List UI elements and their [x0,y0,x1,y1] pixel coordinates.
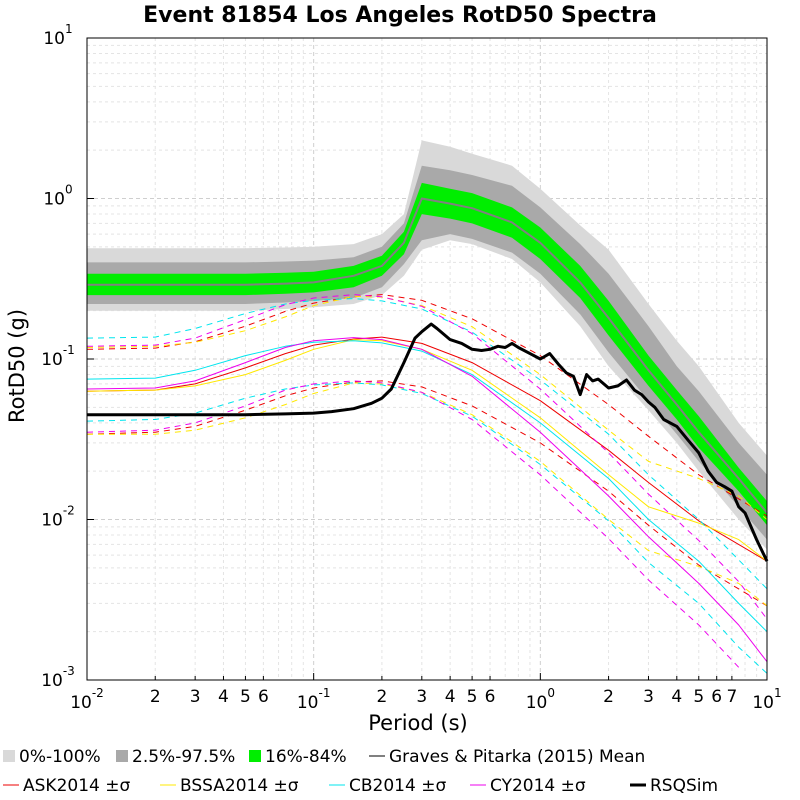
legend-label: BSSA2014 ±σ [180,776,299,796]
series-lines [86,197,769,674]
y-tick-label: 100 [43,183,72,210]
legend-item: CY2014 ±σ [470,776,586,796]
x-minor-tick-label: 3 [643,687,654,707]
band-16-84- [87,182,767,526]
legend-item: ASK2014 ±σ [3,776,130,796]
x-minor-tick-label: 4 [445,687,456,707]
x-axis-label: Period (s) [368,711,467,735]
legend-item: RSQSim [630,776,718,796]
legend-label: Graves & Pitarka (2015) Mean [389,747,645,767]
legend-item: Graves & Pitarka (2015) Mean [369,747,645,767]
percentile-bands [87,140,767,550]
x-tick-label: 10-2 [70,686,104,713]
legend-swatch [116,750,128,762]
series-cy2014 [86,294,768,620]
x-minor-tick-label: 7 [726,687,737,707]
series-ask2014 [86,336,768,562]
legend-swatch [249,750,261,762]
y-tick-label: 10-1 [41,343,75,370]
legend-label: RSQSim [650,776,718,796]
series-rsqsim [87,322,769,562]
x-minor-tick-label: 3 [416,687,427,707]
x-minor-tick-label: 2 [603,687,614,707]
legend-item: BSSA2014 ±σ [160,776,299,796]
x-minor-tick-label: 2 [376,687,387,707]
x-minor-tick-label: 3 [190,687,201,707]
x-minor-tick-label: 5 [693,687,704,707]
x-minor-tick-label: 2 [150,687,161,707]
x-minor-tick-label: 5 [467,687,478,707]
legend-item: 16%-84% [249,747,347,767]
legend-label: CB2014 ±σ [349,776,446,796]
legend-label: CY2014 ±σ [490,776,586,796]
series-ask2014 [86,294,768,517]
series-cb2014 [86,340,768,633]
legend-item: CB2014 ±σ [329,776,446,796]
chart-title: Event 81854 Los Angeles RotD50 Spectra [143,3,657,28]
legend-swatch [3,750,15,762]
series-cy2014 [86,337,768,663]
series-cb2014 [86,382,768,674]
y-axis-label: RotD50 (g) [5,309,29,423]
legend-item: 2.5%-97.5% [116,747,235,767]
legend: 0%-100% 2.5%-97.5% 16%-84% Graves & Pitarka… [3,747,718,796]
series-cy2014 [86,380,740,668]
x-minor-tick-label: 5 [240,687,251,707]
x-minor-tick-label: 4 [218,687,229,707]
series-cb2014 [86,298,768,590]
x-minor-tick-label: 4 [671,687,682,707]
legend-label: ASK2014 ±σ [23,776,130,796]
series-ask2014 [86,380,768,607]
legend-label: 0%-100% [19,747,101,767]
y-tick-label: 10-3 [41,664,75,691]
band-0-100- [87,140,767,550]
series-bssa2014 [86,339,768,562]
x-minor-tick-label: 6 [258,687,269,707]
x-minor-tick-label: 6 [711,687,722,707]
x-tick-label: 100 [526,686,555,713]
legend-label: 2.5%-97.5% [132,747,235,767]
x-tick-label: 101 [752,686,781,713]
series-graves-pitarka-2015-mean [87,197,768,514]
x-minor-tick-label: 6 [485,687,496,707]
y-tick-label: 10-2 [41,504,75,531]
legend-item: 0%-100% [3,747,101,767]
y-axis-ticks: 10-3 10-2 10-1 100 101 [41,22,94,691]
legend-label: 16%-84% [265,747,347,767]
y-tick-label: 101 [43,22,72,49]
x-tick-label: 10-1 [297,686,331,713]
